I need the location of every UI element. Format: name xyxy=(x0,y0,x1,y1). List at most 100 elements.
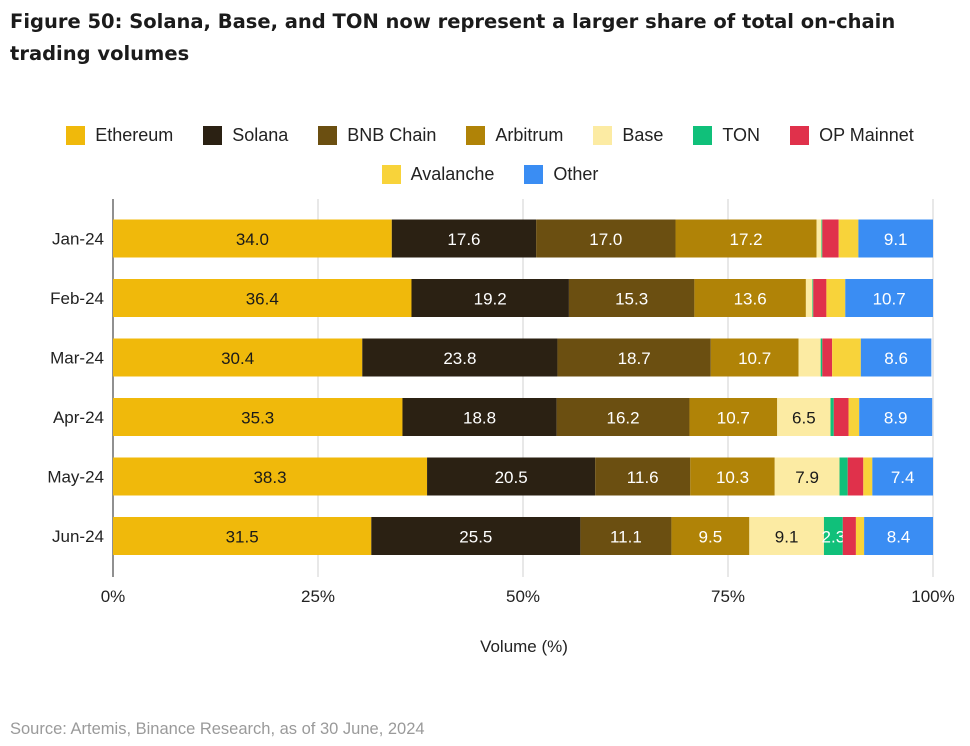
data-label: 8.4 xyxy=(887,528,911,547)
bar-segment-base xyxy=(805,279,813,317)
chart-legend: Ethereum Solana BNB Chain Arbitrum Base TON OP… xyxy=(40,125,940,185)
bar-segment-bnb-chain xyxy=(595,457,691,496)
data-label: 17.0 xyxy=(589,230,622,249)
data-label: 15.3 xyxy=(615,290,648,309)
bar-segment-ton xyxy=(823,517,843,555)
bar-segment-other xyxy=(872,457,933,496)
legend-swatch-other xyxy=(524,165,544,184)
bar-segment-solana xyxy=(427,457,596,496)
x-tick-label: 25% xyxy=(301,587,335,606)
bar-segment-solana xyxy=(402,398,557,436)
bar-segment-ton xyxy=(820,338,823,377)
bar-segment-op-mainnet xyxy=(847,457,864,496)
x-tick-label: 75% xyxy=(711,587,745,606)
bar-segment-ton xyxy=(821,219,823,258)
bar-row: 36.4 19.2 15.3 13.6 10.7 xyxy=(113,279,933,317)
bar-segment-ethereum xyxy=(113,338,363,377)
bar-segment-op-mainnet xyxy=(822,219,839,258)
legend-swatch-arbitrum xyxy=(466,126,486,145)
legend-item-other: Other xyxy=(524,164,598,185)
legend-label-ethereum: Ethereum xyxy=(95,125,174,145)
bar-segment-base xyxy=(774,457,840,496)
bar-row: 38.3 20.5 11.6 10.3 7.9 7.4 xyxy=(113,457,933,496)
bar-segment-op-mainnet xyxy=(833,398,849,436)
data-label: 11.1 xyxy=(610,528,642,547)
bar-segment-ethereum xyxy=(113,279,412,317)
data-label: 9.1 xyxy=(775,528,799,547)
bar-segment-op-mainnet xyxy=(813,279,827,317)
data-label: 19.2 xyxy=(474,290,507,309)
legend-label-arbitrum: Arbitrum xyxy=(495,125,564,145)
legend-swatch-op-mainnet xyxy=(790,126,810,145)
bar-segment-bnb-chain xyxy=(536,219,676,258)
data-label: 2.3 xyxy=(822,528,846,547)
legend-swatch-base xyxy=(593,126,613,145)
data-label: 31.5 xyxy=(226,528,259,547)
bar-segment-solana xyxy=(362,338,558,377)
bar-segment-arbitrum xyxy=(710,338,799,377)
data-label: 16.2 xyxy=(606,409,639,428)
legend-label-bnb-chain: BNB Chain xyxy=(347,125,437,145)
data-label: 17.2 xyxy=(729,230,762,249)
data-label: 8.9 xyxy=(884,409,908,428)
legend-label-avalanche: Avalanche xyxy=(410,164,495,184)
bars: 34.0 17.6 17.0 17.2 9.136.4 19.2 15.3 13.6 10.73… xyxy=(113,219,933,555)
data-label: 18.7 xyxy=(618,349,651,368)
legend-item-solana: Solana xyxy=(203,125,288,146)
gridlines xyxy=(112,199,934,577)
x-tick-label: 50% xyxy=(506,587,540,606)
stacked-bar-chart: 34.0 17.6 17.0 17.2 9.136.4 19.2 15.3 13.6 10.73… xyxy=(47,199,955,656)
bar-segment-other xyxy=(859,398,933,436)
data-label: 7.4 xyxy=(891,468,915,487)
bar-segment-arbitrum xyxy=(694,279,806,317)
bar-segment-base xyxy=(798,338,821,377)
bar-segment-ethereum xyxy=(113,457,428,496)
bar-segment-avalanche xyxy=(848,398,860,436)
legend-item-base: Base xyxy=(593,125,663,146)
legend-item-avalanche: Avalanche xyxy=(381,164,495,185)
data-label: 30.4 xyxy=(221,349,254,368)
bar-segment-bnb-chain xyxy=(580,517,672,555)
bar-segment-solana xyxy=(391,219,537,258)
data-label: 18.8 xyxy=(463,409,496,428)
bar-segment-avalanche xyxy=(838,219,859,258)
bar-segment-avalanche xyxy=(832,338,861,377)
y-tick-label: May-24 xyxy=(47,468,104,487)
legend-swatch-bnb-chain xyxy=(318,126,338,145)
data-label: 13.6 xyxy=(734,290,767,309)
bar-segment-ton xyxy=(812,279,814,317)
legend-label-op-mainnet: OP Mainnet xyxy=(819,125,914,145)
legend-item-ethereum: Ethereum xyxy=(66,125,173,146)
data-label: 7.9 xyxy=(795,468,819,487)
data-label: 10.7 xyxy=(717,409,750,428)
data-label: 36.4 xyxy=(246,290,279,309)
bar-segment-op-mainnet xyxy=(842,517,856,555)
data-label: 25.5 xyxy=(459,528,492,547)
y-tick-label: Mar-24 xyxy=(50,349,104,368)
bar-segment-other xyxy=(858,219,933,258)
bar-segment-other xyxy=(845,279,933,317)
data-label: 6.5 xyxy=(792,409,816,428)
data-label: 34.0 xyxy=(236,230,269,249)
data-label: 10.7 xyxy=(738,349,771,368)
legend-label-solana: Solana xyxy=(232,125,289,145)
legend-swatch-avalanche xyxy=(381,165,401,184)
y-tick-label: Jun-24 xyxy=(52,527,104,546)
data-label: 23.8 xyxy=(443,349,476,368)
bar-segment-bnb-chain xyxy=(568,279,695,317)
data-label: 10.3 xyxy=(716,468,749,487)
data-label: 8.6 xyxy=(884,349,908,368)
bar-segment-avalanche xyxy=(855,517,865,555)
x-axis-title: Volume (%) xyxy=(480,637,568,656)
y-axis-labels: Jan-24 Feb-24 Mar-24 Apr-24 May-24 Jun-24 xyxy=(47,230,104,547)
bar-segment-other xyxy=(860,338,932,377)
bar-segment-avalanche xyxy=(863,457,873,496)
bar-segment-other xyxy=(864,517,933,555)
bar-segment-arbitrum xyxy=(671,517,750,555)
data-label: 9.5 xyxy=(699,528,723,547)
bar-segment-ethereum xyxy=(113,517,372,555)
data-label: 38.3 xyxy=(253,468,286,487)
legend-item-op-mainnet: OP Mainnet xyxy=(790,125,914,146)
bar-segment-arbitrum xyxy=(689,398,778,436)
bar-row: 31.5 25.5 11.1 9.5 9.1 2.3 8.4 xyxy=(113,517,933,555)
